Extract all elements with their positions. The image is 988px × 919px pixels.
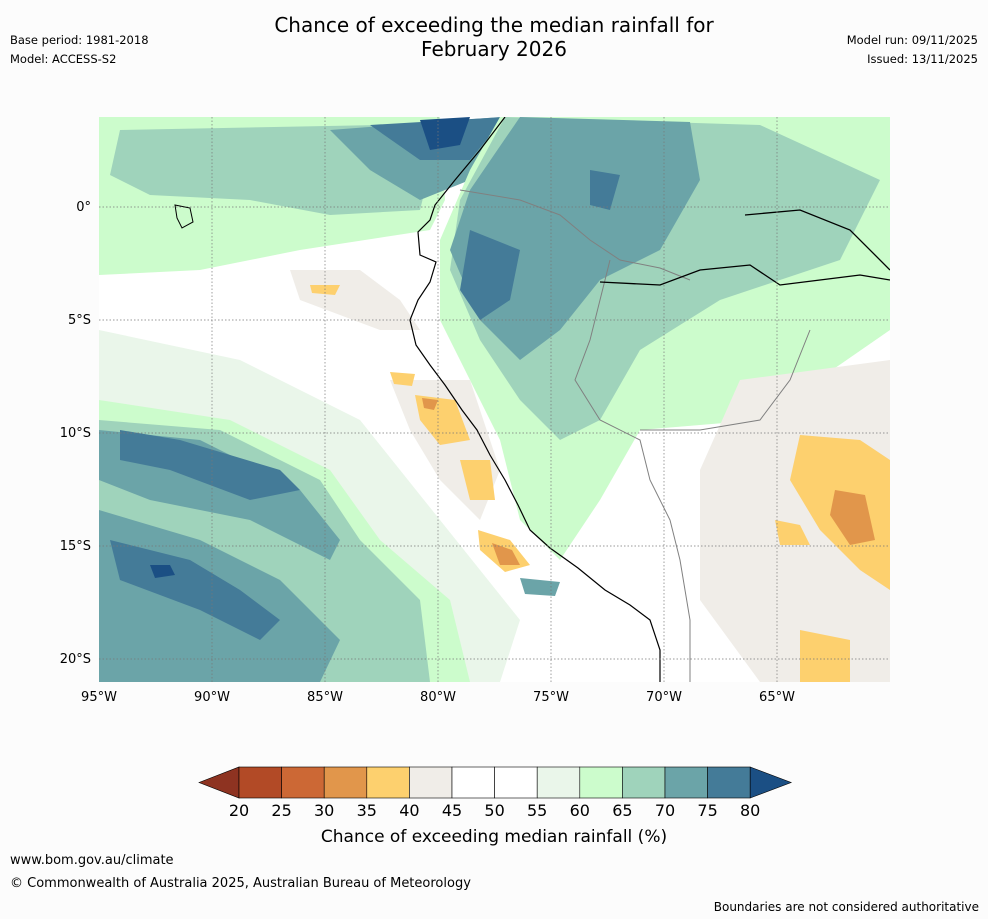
lon-label: 90°W [194,690,230,705]
coastline [409,117,661,682]
border [459,189,811,682]
lon-label: 85°W [307,690,343,705]
colorbar-tick-label: 20 [228,801,250,820]
lat-label: 5°S [67,313,91,328]
colorbar-swatch [451,766,495,799]
lon-label: 70°W [646,690,682,705]
region-75-80 [460,230,520,320]
colorbar-arrow-low [198,766,240,799]
colorbar-swatch [409,766,453,799]
galapagos-islands [174,204,194,229]
colorbar-tick-label: 30 [314,801,335,820]
colorbar-swatch [323,766,368,799]
title-line-1: Chance of exceeding the median rainfall … [274,13,714,37]
colorbar-tick-label: 50 [484,801,505,820]
region-35-40 [460,460,495,500]
colorbar-swatch [579,766,623,799]
lat-label: 15°S [59,539,91,554]
river [599,209,890,286]
issued-label: Issued: 13/11/2025 [867,52,978,66]
colorbar-tick-label: 35 [356,801,377,820]
colorbar-tick-label: 75 [697,801,718,820]
lat-label: 0° [76,200,91,215]
colorbar-tick-label: 45 [441,801,463,820]
colorbar-swatch [238,766,282,799]
colorbar-swatch [707,766,751,799]
lon-label: 95°W [81,690,117,705]
colorbar-tick-label: 65 [612,801,633,820]
colorbar-tick-label: 80 [740,801,761,820]
colorbar-title: Chance of exceeding median rainfall (%) [320,827,668,847]
colorbar-tick-label: 55 [527,801,548,820]
colorbar-swatch [664,766,708,799]
colorbar-swatch [281,766,325,799]
region-70-75 [520,578,560,596]
footer-copyright: © Commonwealth of Australia 2025, Austra… [10,876,471,891]
colorbar-tick-label: 25 [271,801,292,820]
graticule [99,117,890,682]
region-75-80 [120,430,300,500]
chart-title: Chance of exceeding the median rainfall … [0,13,988,61]
colorbar-arrow-high [749,766,793,799]
lon-label: 80°W [420,690,456,705]
footer-note: Boundaries are not considered authoritat… [713,900,979,914]
base-period-label: Base period: 1981-2018 [10,33,149,47]
region-80-plus [420,117,470,150]
colorbar-tick-label: 40 [399,801,420,820]
colorbar-swatch [536,766,581,799]
colorbar-swatch [494,766,538,799]
region-30-35 [830,490,875,545]
colorbar-swatch [366,766,410,799]
model-label: Model: ACCESS-S2 [10,52,117,66]
region-75-80 [590,170,620,210]
region-35-40 [390,372,415,386]
footer-url: www.bom.gov.au/climate [10,853,174,868]
region-80-plus [150,565,175,578]
lon-label: 65°W [759,690,795,705]
lon-label: 75°W [533,690,569,705]
lat-label: 20°S [59,652,91,667]
colorbar-swatch [622,766,666,799]
title-line-2: February 2026 [421,37,567,61]
region-30-35 [492,543,520,565]
region-35-40 [800,630,850,682]
region-70-75 [450,117,700,360]
lat-label: 10°S [59,426,91,441]
colorbar-tick-label: 60 [569,801,590,820]
region-35-40 [775,520,810,545]
colorbar-tick-label: 70 [654,801,676,820]
region-30-35 [422,398,438,410]
model-run-label: Model run: 09/11/2025 [846,33,978,47]
